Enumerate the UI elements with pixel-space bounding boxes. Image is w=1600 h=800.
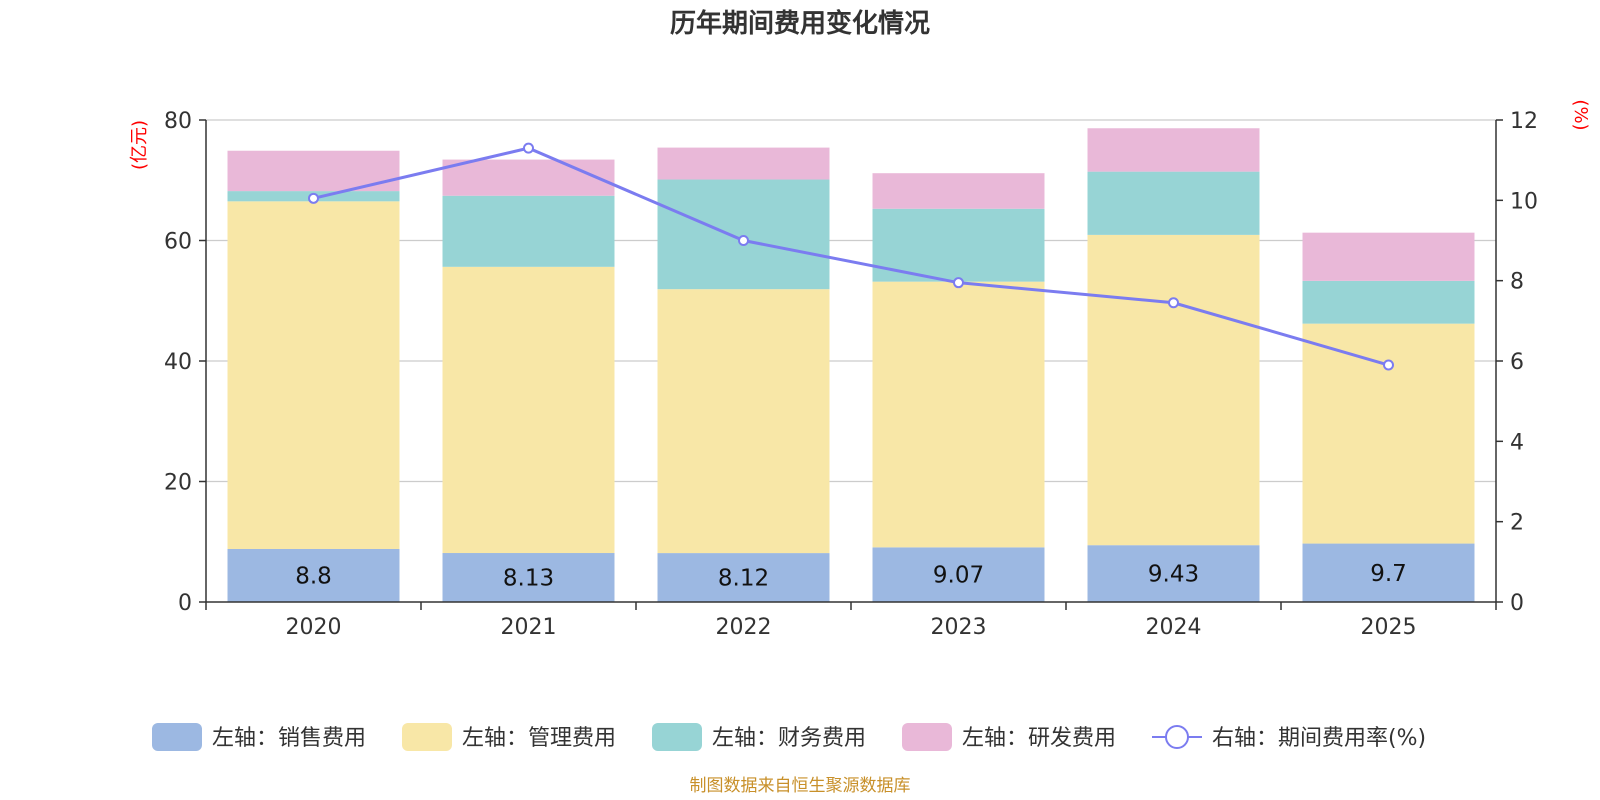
data-source-note: 制图数据来自恒生聚源数据库 [690,776,911,796]
bar-segment [657,147,830,180]
bar-segment [872,208,1045,282]
right-tick-label: 2 [1510,511,1524,536]
right-tick-label: 6 [1510,350,1524,375]
x-tick-label: 2021 [501,615,557,640]
bar-segment [227,201,400,549]
bar-segment [227,548,400,602]
left-tick-label: 0 [178,591,192,616]
bar-segment [442,159,615,196]
right-axis-unit: (%) [1570,99,1591,130]
bar-series [227,128,1475,602]
x-tick-label: 2022 [716,615,772,640]
bar-segment [657,553,830,602]
bar-segment [1087,545,1260,602]
rate-point [1383,359,1394,371]
bar-segment [657,289,830,554]
bar-segment [872,281,1045,548]
bar-segment [1087,128,1260,172]
chart-title: 历年期间费用变化情况 [670,8,930,39]
bar-data-label: 8.12 [718,566,769,592]
legend-marker [1165,725,1189,749]
right-tick-label: 8 [1510,270,1524,295]
legend-item[interactable]: 左轴：管理费用 [402,723,616,751]
legend-swatch [152,723,202,751]
rate-point [1168,297,1179,309]
bar-segment [657,179,830,290]
rate-point [738,235,749,246]
legend-swatch [652,723,702,751]
bar-segment [442,195,615,267]
bar-segment [442,266,615,554]
gridlines [206,119,1496,483]
rate-point [953,277,964,289]
right-tick-label: 10 [1510,189,1538,214]
data-labels: 8.8 8.13 8.12 9.07 9.43 9.7 [295,561,1407,592]
bar-segment [442,553,615,602]
bar-data-label: 8.13 [503,566,554,592]
bar-data-label: 9.7 [1370,561,1407,587]
left-tick-label: 20 [164,471,192,496]
legend-swatch [902,723,952,751]
right-tick-label: 0 [1510,591,1524,616]
left-tick-label: 40 [164,350,192,375]
left-tick-label: 60 [164,230,192,255]
bar-segment [872,547,1045,602]
bar-segment [872,173,1045,209]
x-tick-label: 2020 [286,615,342,640]
legend-label: 左轴：研发费用 [962,726,1116,751]
bar-data-label: 9.43 [1148,562,1199,588]
bar-segment [1302,232,1475,281]
legend: 左轴：销售费用 左轴：管理费用 左轴：财务费用 左轴：研发费用 右轴：期间费用率(%) [152,723,1426,751]
rate-line [313,146,1389,367]
legend-label: 右轴：期间费用率(%) [1212,726,1426,751]
left-tick-label: 80 [164,109,192,134]
x-tick-label: 2024 [1146,615,1202,640]
bar-data-label: 8.8 [295,563,332,589]
rate-point [308,192,319,204]
legend-label: 左轴：财务费用 [712,726,866,751]
legend-item[interactable]: 右轴：期间费用率(%) [1152,725,1426,751]
left-axis-unit: (亿元) [129,120,150,170]
bar-segment [1302,323,1475,544]
legend-item[interactable]: 左轴：研发费用 [902,723,1116,751]
bar-segment [1087,234,1260,546]
legend-item[interactable]: 左轴：销售费用 [152,723,366,751]
bar-data-label: 9.07 [933,563,984,589]
x-tick-label: 2023 [931,615,987,640]
right-tick-label: 4 [1510,430,1524,455]
x-tick-label: 2025 [1361,615,1417,640]
bar-segment [1302,543,1475,602]
legend-label: 左轴：销售费用 [212,726,366,751]
bar-segment [1302,280,1475,324]
legend-item[interactable]: 左轴：财务费用 [652,723,866,751]
bar-segment [1087,171,1260,235]
legend-swatch [402,723,452,751]
line-series [308,142,1394,371]
axes: 0 20 40 60 80 0 2 4 6 8 10 12 2020 2021 2022 2023 2024 20… [164,109,1538,640]
right-tick-label: 12 [1510,109,1538,134]
rate-point [523,142,534,154]
legend-label: 左轴：管理费用 [462,726,616,751]
